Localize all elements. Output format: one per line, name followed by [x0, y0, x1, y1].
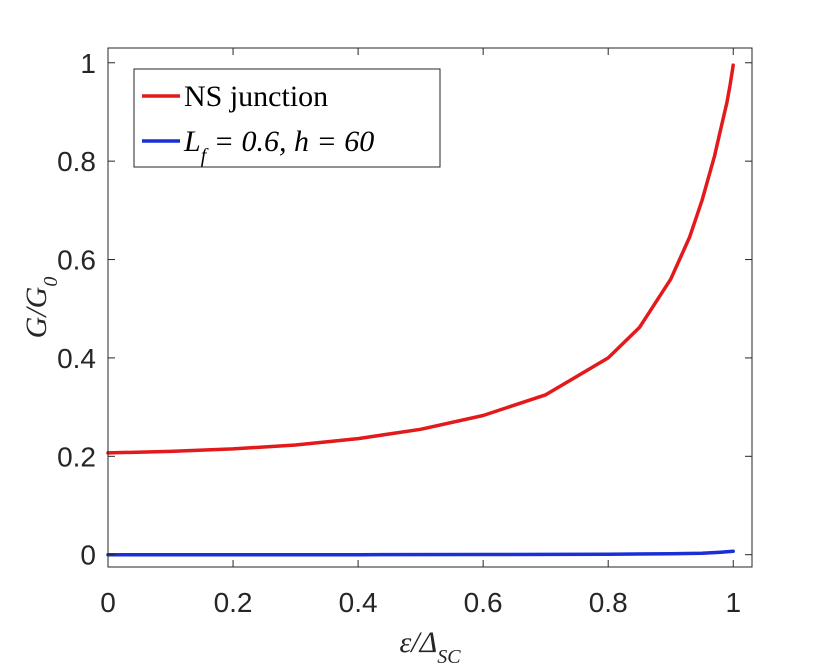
axes-box	[107, 47, 753, 568]
legend-box	[133, 68, 441, 168]
y-tick-label: 0.4	[57, 343, 96, 374]
x-tick-label: 1	[725, 587, 741, 618]
legend-label-1: Lf = 0.6, h = 60	[183, 125, 374, 167]
series-line-0	[106, 63, 735, 455]
legend-label-0: NS junction	[184, 80, 328, 113]
legend: NS junction Lf = 0.6, h = 60	[133, 68, 441, 168]
y-tick-label: 0.2	[57, 441, 96, 472]
y-tick-label: 0.6	[57, 245, 96, 276]
labels-layer: 0 0.2 0.4 0.6 0.8 1 0 0.2 0.4 0.6 0.8 1 ε/ΔSC G/G0	[20, 48, 741, 665]
x-tick-label: 0	[100, 587, 116, 618]
axes-layer	[107, 47, 753, 568]
series-line-1	[106, 549, 735, 557]
y-tick-label: 0.8	[57, 146, 96, 177]
y-axis-label: G/G0	[20, 277, 62, 339]
series-layer	[106, 63, 735, 557]
x-tick-label: 0.8	[589, 587, 628, 618]
x-tick-label: 0.6	[464, 587, 503, 618]
y-tick-label: 1	[80, 48, 96, 79]
x-tick-label: 0.4	[339, 587, 378, 618]
x-tick-label: 0.2	[214, 587, 253, 618]
x-axis-label: ε/ΔSC	[399, 626, 461, 665]
y-tick-label: 0	[80, 540, 96, 571]
